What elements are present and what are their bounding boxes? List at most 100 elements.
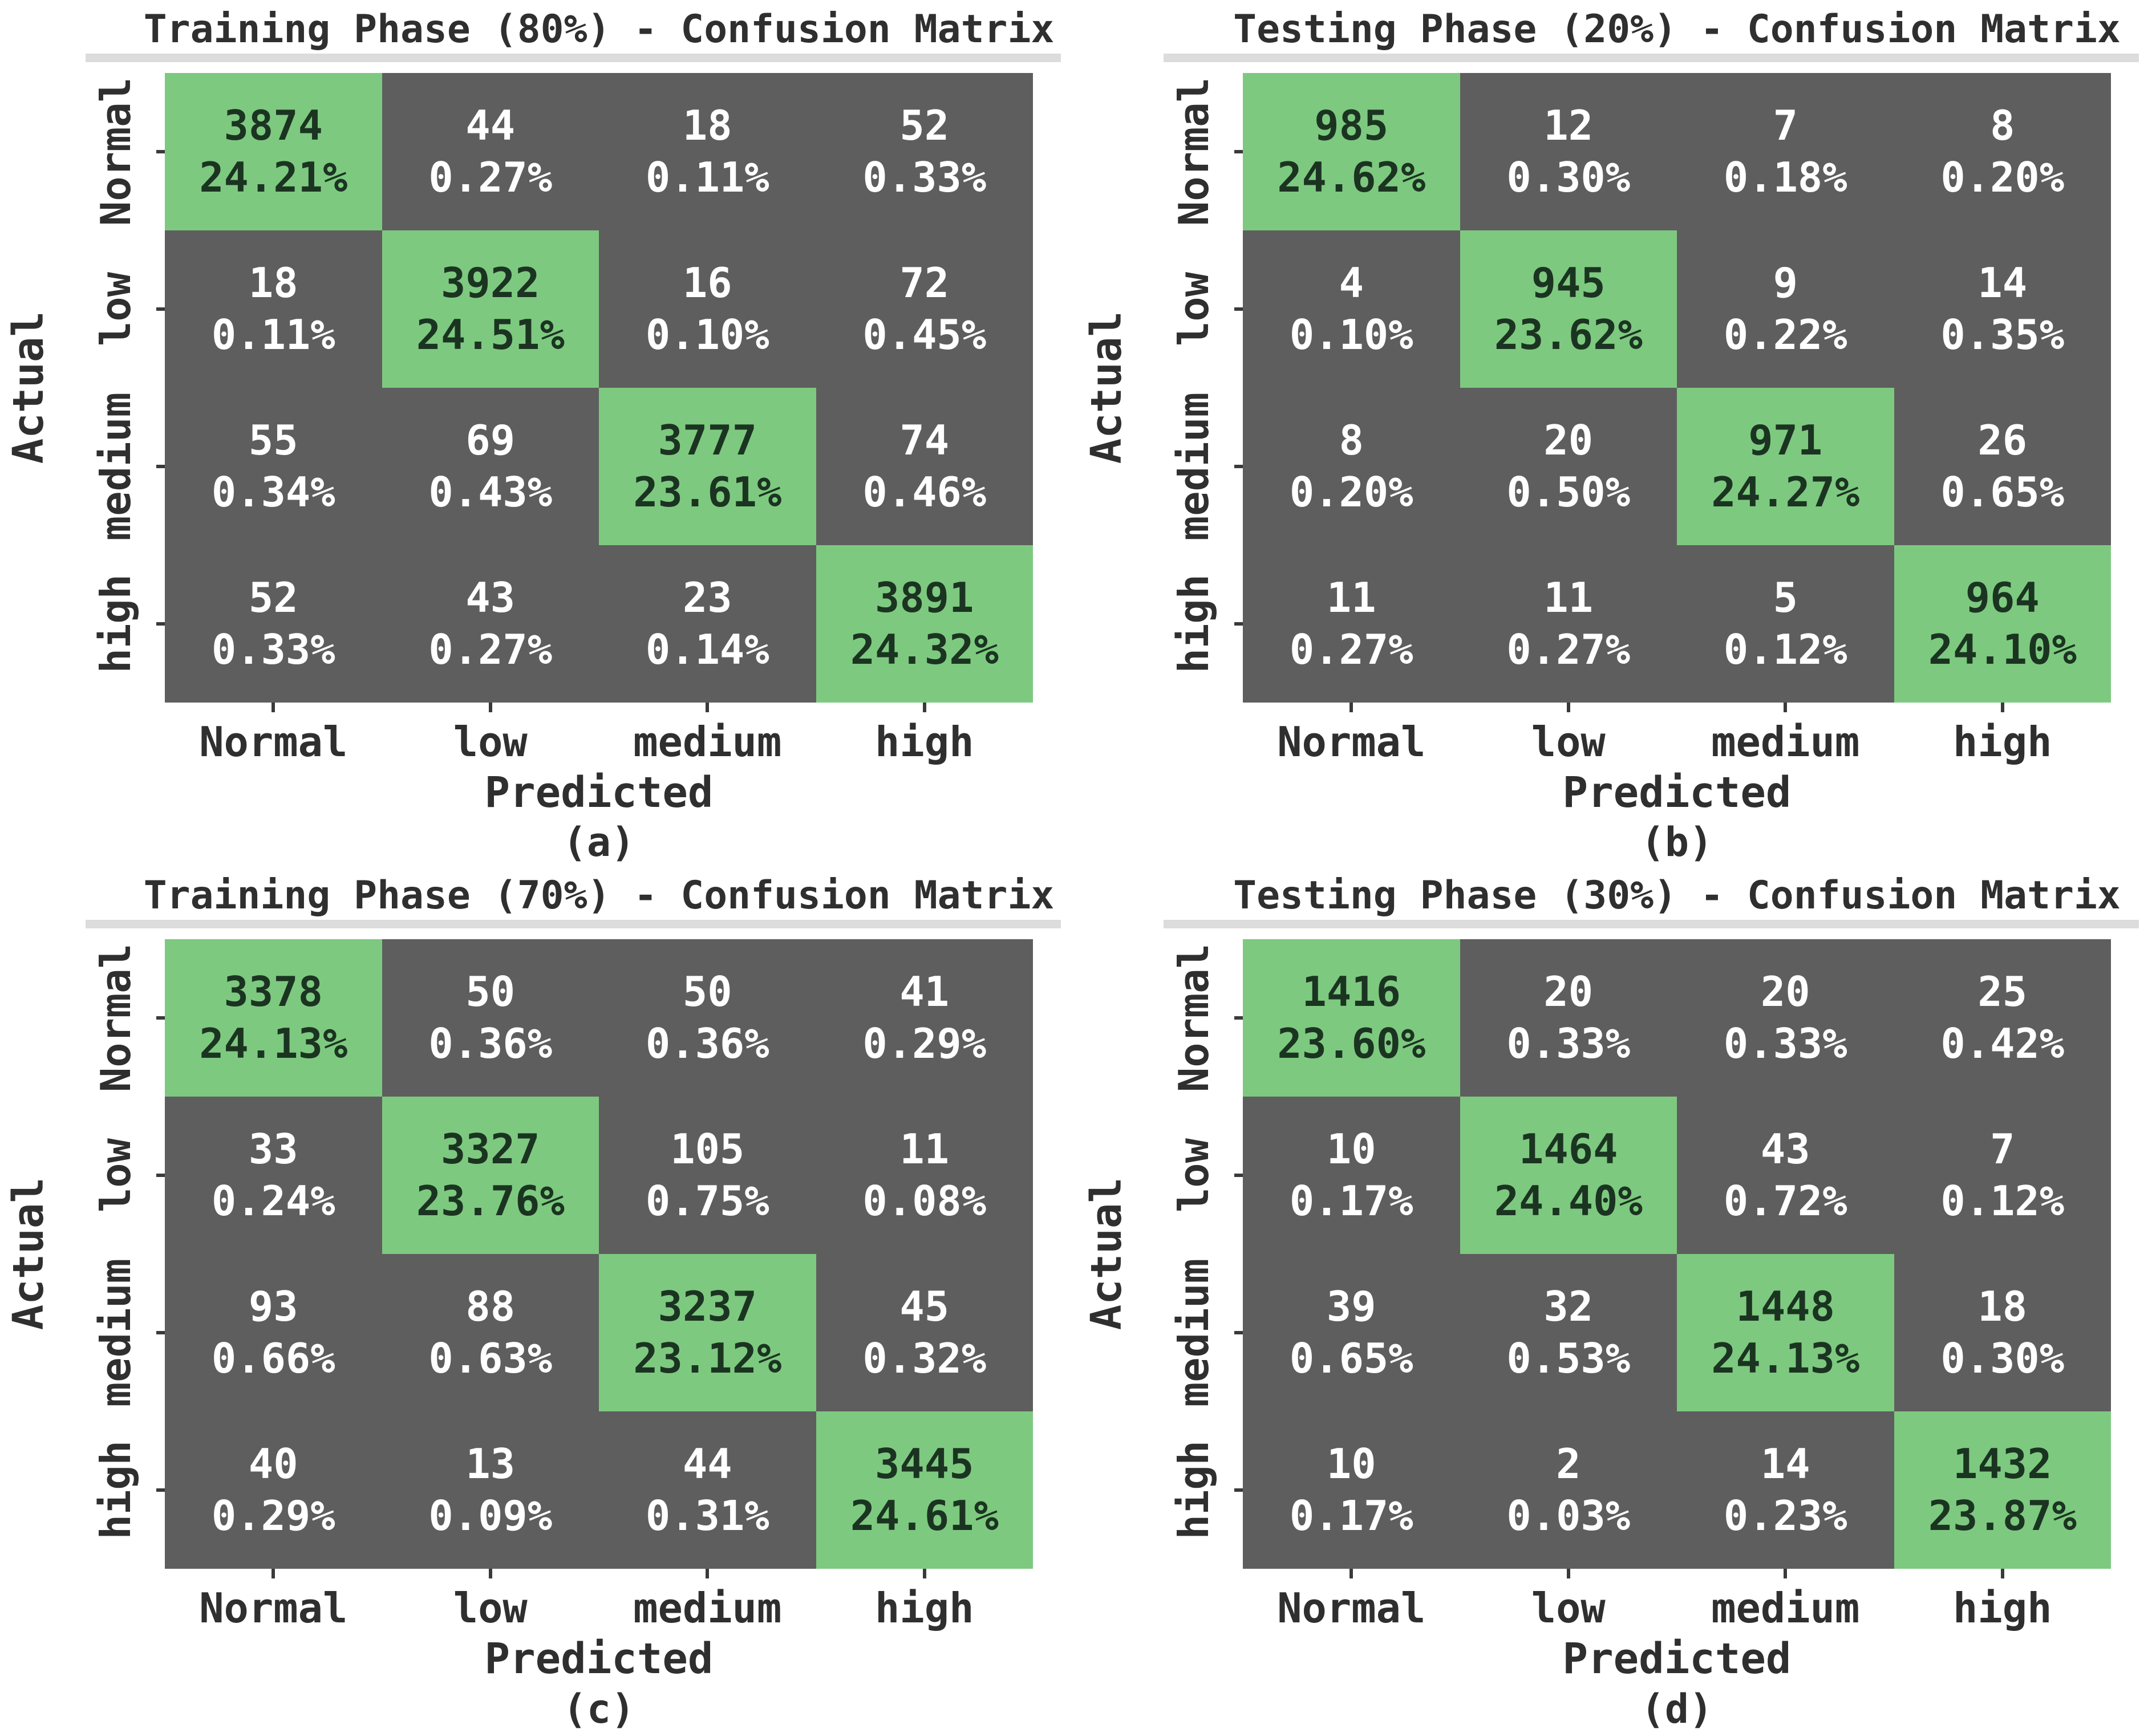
y-axis-label-text: Actual bbox=[1082, 1178, 1131, 1330]
cell-count: 3378 bbox=[224, 968, 323, 1016]
cell-count: 26 bbox=[1977, 416, 2028, 465]
matrix-cell-r1c1: 1464 24.40% bbox=[1460, 1097, 1677, 1254]
matrix-cell-r3c0: 11 0.27% bbox=[1243, 545, 1460, 703]
cell-percent: 24.27% bbox=[1711, 468, 1860, 516]
cell-count: 93 bbox=[248, 1282, 298, 1331]
y-tick: low bbox=[57, 230, 165, 388]
confusion-matrix-grid: 3378 24.13% 50 0.36% 50 0.36% 41 0.29% 33 0.24% 33… bbox=[165, 939, 1033, 1569]
x-tick-label: low bbox=[453, 1584, 528, 1632]
y-tick-label: Normal bbox=[1170, 77, 1218, 226]
matrix-cell-r1c1: 3327 23.76% bbox=[382, 1097, 599, 1254]
matrix-cell-r1c0: 18 0.11% bbox=[165, 230, 382, 388]
cell-percent: 23.87% bbox=[1928, 1492, 2077, 1540]
cell-count: 88 bbox=[465, 1282, 516, 1331]
matrix-cell-r2c1: 88 0.63% bbox=[382, 1254, 599, 1411]
x-axis-label: Predicted bbox=[484, 1634, 714, 1683]
x-tick-label: low bbox=[453, 718, 528, 766]
matrix-cell-r3c3: 964 24.10% bbox=[1894, 545, 2111, 703]
cell-percent: 0.43% bbox=[428, 468, 553, 516]
matrix-cell-r1c0: 4 0.10% bbox=[1243, 230, 1460, 388]
cell-percent: 24.61% bbox=[850, 1492, 999, 1540]
cell-percent: 0.32% bbox=[862, 1334, 987, 1382]
matrix-cell-r1c3: 72 0.45% bbox=[816, 230, 1033, 388]
cell-percent: 0.12% bbox=[1940, 1177, 2065, 1225]
y-tick-mark bbox=[156, 1331, 165, 1334]
x-tick: Normal bbox=[165, 1569, 382, 1633]
matrix-cell-r1c2: 43 0.72% bbox=[1677, 1097, 1894, 1254]
cell-count: 2 bbox=[1556, 1440, 1581, 1488]
y-tick: high bbox=[57, 545, 165, 703]
x-tick-mark bbox=[1566, 1569, 1570, 1578]
matrix-cell-r0c2: 50 0.36% bbox=[599, 939, 816, 1097]
matrix-cell-r3c1: 2 0.03% bbox=[1460, 1411, 1677, 1569]
cell-percent: 0.46% bbox=[862, 468, 987, 516]
matrix-cell-r0c1: 12 0.30% bbox=[1460, 73, 1677, 230]
title-divider-line bbox=[1164, 54, 2139, 62]
y-tick-mark bbox=[1234, 1331, 1243, 1334]
y-tick: low bbox=[57, 1097, 165, 1254]
x-tick: Normal bbox=[1243, 703, 1460, 767]
cell-count: 25 bbox=[1977, 968, 2028, 1016]
y-tick: high bbox=[57, 1411, 165, 1569]
matrix-cell-r3c2: 23 0.14% bbox=[599, 545, 816, 703]
matrix-cell-r2c3: 74 0.46% bbox=[816, 388, 1033, 545]
title-divider-line bbox=[86, 54, 1061, 62]
cell-percent: 0.11% bbox=[645, 153, 769, 201]
y-tick-mark bbox=[156, 622, 165, 626]
cell-count: 40 bbox=[248, 1440, 298, 1488]
cell-count: 10 bbox=[1326, 1125, 1376, 1174]
cell-count: 14 bbox=[1760, 1440, 1810, 1488]
cell-percent: 0.72% bbox=[1723, 1177, 1847, 1225]
cell-count: 1448 bbox=[1736, 1282, 1835, 1331]
cell-percent: 0.03% bbox=[1506, 1492, 1631, 1540]
matrix-cell-r0c2: 20 0.33% bbox=[1677, 939, 1894, 1097]
x-axis-ticks: Normal low medium high bbox=[1243, 1569, 2111, 1633]
y-tick: Normal bbox=[1135, 939, 1243, 1097]
matrix-cell-r0c3: 52 0.33% bbox=[816, 73, 1033, 230]
cell-count: 12 bbox=[1543, 102, 1594, 150]
cell-count: 74 bbox=[899, 416, 950, 465]
y-axis-label-text: Actual bbox=[4, 1178, 53, 1330]
cell-count: 43 bbox=[465, 574, 516, 622]
panel-title: Testing Phase (30%) - Confusion Matrix bbox=[1233, 872, 2121, 918]
cell-percent: 0.35% bbox=[1940, 311, 2065, 359]
cell-count: 5 bbox=[1773, 574, 1798, 622]
cell-percent: 0.65% bbox=[1289, 1334, 1413, 1382]
y-axis-label-text: Actual bbox=[4, 311, 53, 464]
x-tick: high bbox=[1894, 703, 2112, 767]
cell-count: 23 bbox=[682, 574, 732, 622]
y-tick: Normal bbox=[57, 73, 165, 230]
cell-count: 50 bbox=[682, 968, 732, 1016]
cell-count: 3327 bbox=[441, 1125, 540, 1174]
x-axis-label: Predicted bbox=[484, 768, 714, 817]
matrix-cell-r3c0: 10 0.17% bbox=[1243, 1411, 1460, 1569]
cell-percent: 0.14% bbox=[645, 626, 769, 673]
cell-percent: 0.66% bbox=[211, 1334, 335, 1382]
panel-d: Testing Phase (30%) - Confusion Matrix A… bbox=[1078, 866, 2156, 1733]
cell-percent: 0.53% bbox=[1506, 1334, 1631, 1382]
title-divider-line bbox=[86, 920, 1061, 928]
x-tick-mark bbox=[706, 1569, 710, 1578]
y-tick-label: low bbox=[1170, 1138, 1218, 1213]
x-tick-mark bbox=[1349, 1569, 1353, 1578]
x-tick: low bbox=[382, 1569, 599, 1633]
cell-percent: 0.34% bbox=[211, 468, 335, 516]
matrix-cell-r0c1: 44 0.27% bbox=[382, 73, 599, 230]
cell-count: 52 bbox=[248, 574, 298, 622]
cell-percent: 24.13% bbox=[199, 1020, 348, 1068]
y-tick-label: high bbox=[1170, 1440, 1218, 1540]
x-tick: Normal bbox=[165, 703, 382, 767]
matrix-cell-r0c3: 41 0.29% bbox=[816, 939, 1033, 1097]
x-tick-label: high bbox=[1953, 718, 2052, 766]
y-axis-label: Actual bbox=[1078, 939, 1135, 1569]
matrix-cell-r0c0: 985 24.62% bbox=[1243, 73, 1460, 230]
x-tick-label: low bbox=[1531, 1584, 1606, 1632]
y-tick-mark bbox=[1234, 465, 1243, 468]
cell-count: 1416 bbox=[1302, 968, 1401, 1016]
matrix-cell-r2c3: 18 0.30% bbox=[1894, 1254, 2111, 1411]
cell-percent: 0.33% bbox=[1506, 1020, 1631, 1068]
cell-count: 52 bbox=[899, 102, 950, 150]
y-tick-label: low bbox=[1170, 271, 1218, 347]
matrix-cell-r1c3: 11 0.08% bbox=[816, 1097, 1033, 1254]
